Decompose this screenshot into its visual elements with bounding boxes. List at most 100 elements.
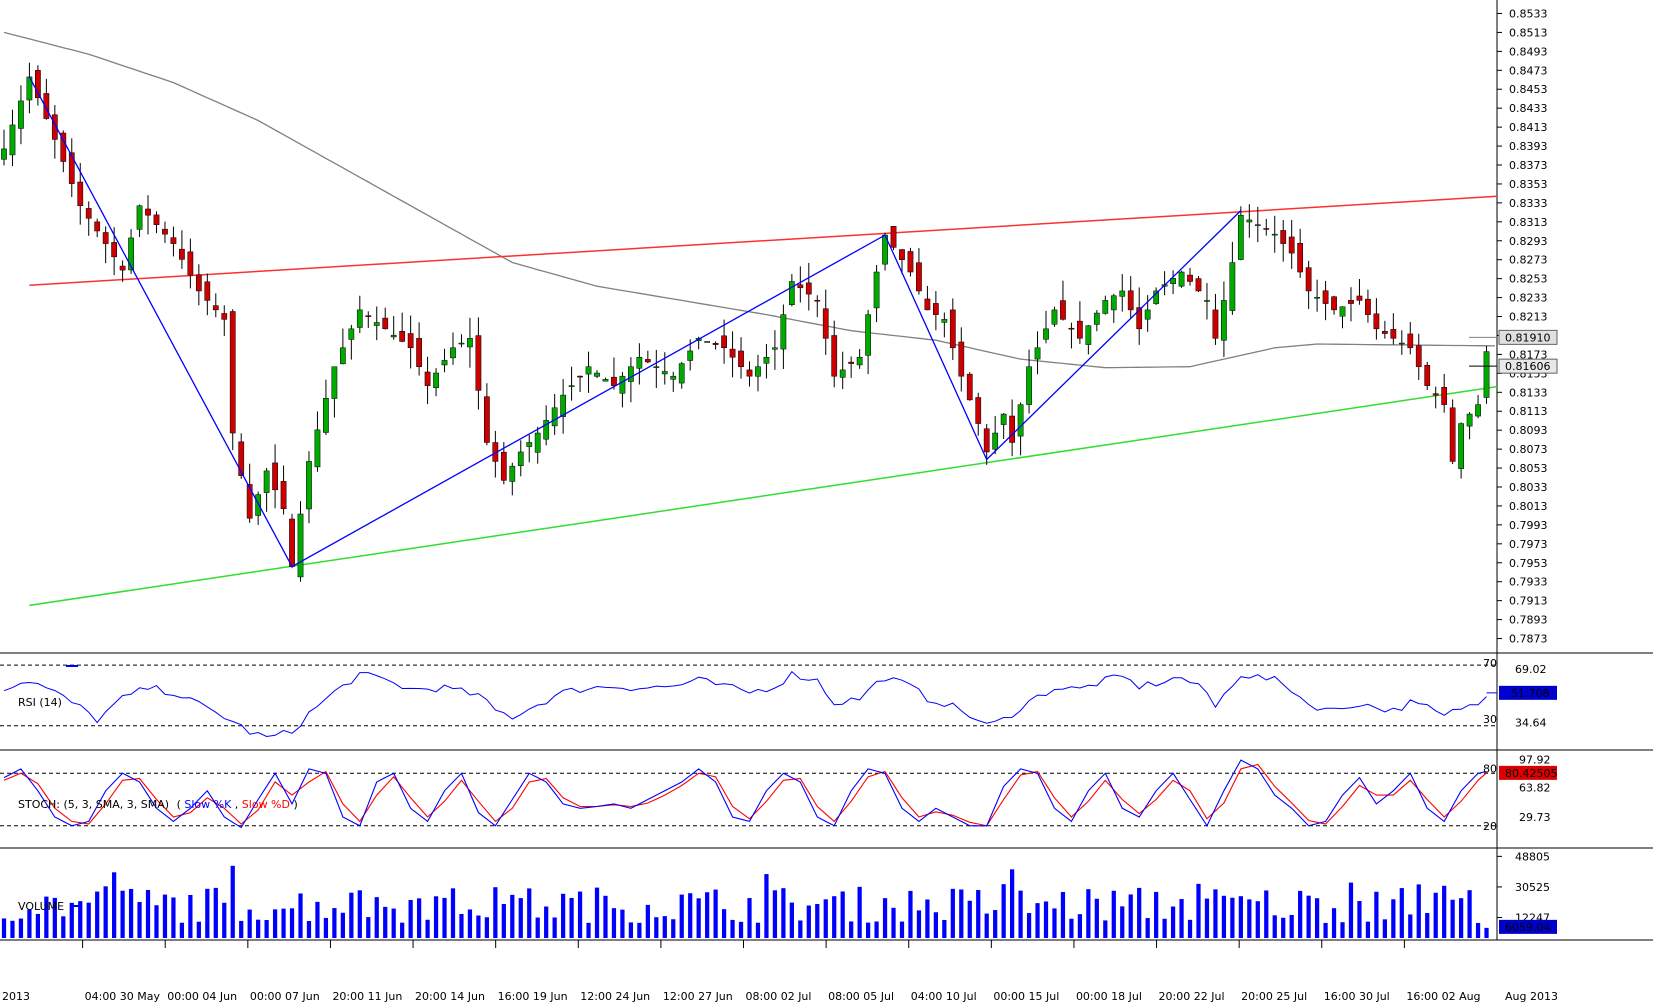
bull-candle [255,494,262,516]
volume-bar [27,909,32,938]
volume-bar [789,902,794,938]
volume-bar [620,909,625,938]
bear-candle [1415,345,1422,367]
time-tick-label: 00:00 18 Jul [1076,990,1142,1003]
volume-bar [484,917,489,938]
volume-bar [264,920,269,938]
price-tick-label: 0.8493 [1509,45,1548,58]
bull-candle [585,366,592,375]
volume-bar [984,913,989,938]
bear-candle [1127,290,1134,311]
ma-value-box [1498,329,1558,345]
bull-candle [1466,413,1473,427]
bear-candle [416,338,422,367]
bear-candle [1424,364,1431,386]
volume-bar [239,920,244,938]
volume-bar [1103,920,1108,938]
volume-bar [993,910,998,938]
time-tick-label: 12:00 24 Jun [580,990,650,1003]
bear-candle [51,114,58,140]
volume-bar [577,891,583,938]
volume-bar [1043,901,1049,938]
price-tick-label: 0.8473 [1509,64,1548,77]
bear-candle [475,335,482,391]
volume-bar [306,921,312,938]
volume-bar [1170,906,1176,938]
bull-candle [441,360,448,366]
volume-bar [747,898,752,938]
bear-candle [500,451,507,481]
bull-candle [297,513,304,578]
bear-candle [1077,320,1083,339]
volume-bar [891,907,896,938]
price-tick-label: 0.8173 [1509,348,1548,361]
bear-candle [187,251,194,276]
bear-candle [890,226,897,248]
volume-bar [1264,890,1269,938]
bear-candle [382,317,389,330]
bull-candle [1110,295,1117,311]
bear-candle [1212,309,1219,339]
bull-candle [568,385,575,387]
time-tick-label: 16:00 19 Jun [498,990,568,1003]
bull-candle [467,338,473,348]
bull-candle [865,314,871,356]
ma-200-line [3,31,1496,369]
bull-candle [941,319,948,323]
volume-bar [1450,899,1455,938]
bear-candle [949,309,956,349]
bear-candle [407,333,414,349]
volume-bar [425,919,430,938]
bear-candle [958,341,965,377]
candlesticks [1,62,1490,582]
bull-candle [594,372,600,377]
volume-bar [272,909,278,938]
volume-bar [764,874,769,938]
price-tick-label: 0.7913 [1509,595,1548,608]
stoch-legend-open: ( [177,798,181,811]
bull-candle [458,342,465,345]
bear-candle [162,228,168,235]
volume-bar [510,894,515,938]
resistance-line [29,195,1498,287]
bull-candle [356,309,363,328]
bull-candle [1034,347,1041,360]
volume-bar [1458,898,1464,938]
volume-bar [865,922,871,938]
volume-bar [662,916,667,938]
bull-candle [653,366,660,368]
price-tick-label: 0.8453 [1509,83,1548,96]
volume-bar [730,919,735,938]
bear-candle [85,208,92,219]
volume-bar [1162,918,1167,938]
bull-candle [687,350,694,361]
stoch-title: STOCH: (5, 3, SMA, 3, SMA) ( Slow %K , S… [18,798,298,811]
bull-candle [560,394,567,417]
price-tick-label: 0.8413 [1509,121,1548,134]
bear-candle [221,313,228,320]
bear-candle [899,249,905,260]
bull-candle [1093,312,1100,325]
price-tick-label: 0.8253 [1509,273,1548,286]
volume-bar [603,895,608,938]
bear-candle [195,274,202,292]
bull-candle [1043,328,1049,340]
volume-bar [230,865,235,938]
volume-bar [10,920,15,938]
volume-bar [1374,891,1379,938]
price-tick-label: 0.8113 [1509,405,1548,418]
time-tick-label: 20:00 11 Jun [332,990,402,1003]
bear-candle [1432,393,1439,396]
bear-candle [1407,333,1414,349]
volume-bar [120,890,125,938]
volume-bar [586,922,591,938]
volume-bar [416,898,422,938]
bear-candle [1305,267,1312,292]
bull-candle [1153,290,1160,304]
volume-bar [35,913,41,938]
volume-bar [196,921,201,938]
volume-bar [1069,918,1074,938]
bear-candle [746,369,753,377]
price-tick-label: 0.8053 [1509,462,1548,475]
bull-candle [263,470,270,493]
